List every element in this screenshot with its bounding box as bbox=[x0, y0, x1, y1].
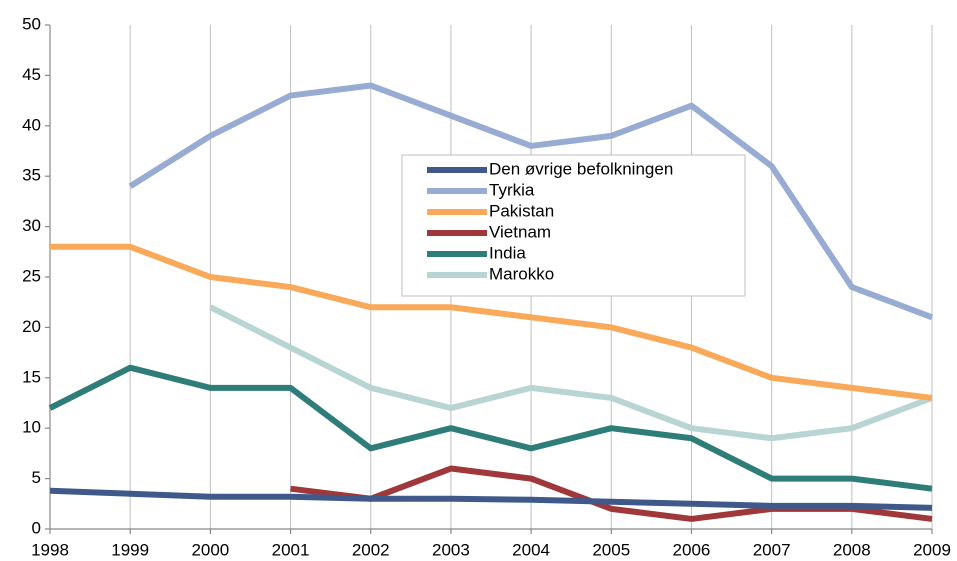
series-line bbox=[290, 465, 933, 522]
y-tick-label: 15 bbox=[22, 367, 41, 386]
series-line bbox=[128, 82, 934, 321]
legend-label: Tyrkia bbox=[489, 180, 535, 199]
y-tick-label: 50 bbox=[22, 14, 41, 33]
x-tick-label: 2003 bbox=[432, 540, 470, 559]
y-tick-label: 20 bbox=[22, 317, 41, 336]
series-line bbox=[49, 487, 933, 511]
y-tick-label: 45 bbox=[22, 65, 41, 84]
y-tick-label: 40 bbox=[22, 115, 41, 134]
x-tick-label: 1998 bbox=[31, 540, 69, 559]
legend-label: Marokko bbox=[489, 264, 554, 283]
y-tick-label: 35 bbox=[22, 166, 41, 185]
x-tick-label: 2009 bbox=[913, 540, 951, 559]
y-tick-label: 10 bbox=[22, 418, 41, 437]
x-tick-label: 2000 bbox=[191, 540, 229, 559]
y-tick-label: 30 bbox=[22, 216, 41, 235]
y-tick-label: 5 bbox=[32, 468, 41, 487]
x-tick-label: 2006 bbox=[673, 540, 711, 559]
legend-label: India bbox=[489, 243, 526, 262]
series-line bbox=[48, 364, 933, 492]
x-tick-label: 2002 bbox=[352, 540, 390, 559]
series-line bbox=[50, 243, 933, 401]
legend-label: Den øvrige befolkningen bbox=[489, 159, 673, 178]
legend: Den øvrige befolkningen Tyrkia Pakistan Vie… bbox=[401, 154, 746, 297]
legend-label: Pakistan bbox=[489, 201, 554, 220]
x-tick-label: 2007 bbox=[753, 540, 791, 559]
x-tick-label: 2004 bbox=[512, 540, 550, 559]
x-tick-label: 2005 bbox=[592, 540, 630, 559]
x-tick-label: 1999 bbox=[111, 540, 149, 559]
y-tick-label: 25 bbox=[22, 266, 41, 285]
x-tick-label: 2008 bbox=[833, 540, 871, 559]
y-tick-label: 0 bbox=[32, 518, 41, 537]
x-tick-label: 2001 bbox=[272, 540, 310, 559]
series-line bbox=[209, 304, 934, 442]
legend-label: Vietnam bbox=[489, 222, 551, 241]
